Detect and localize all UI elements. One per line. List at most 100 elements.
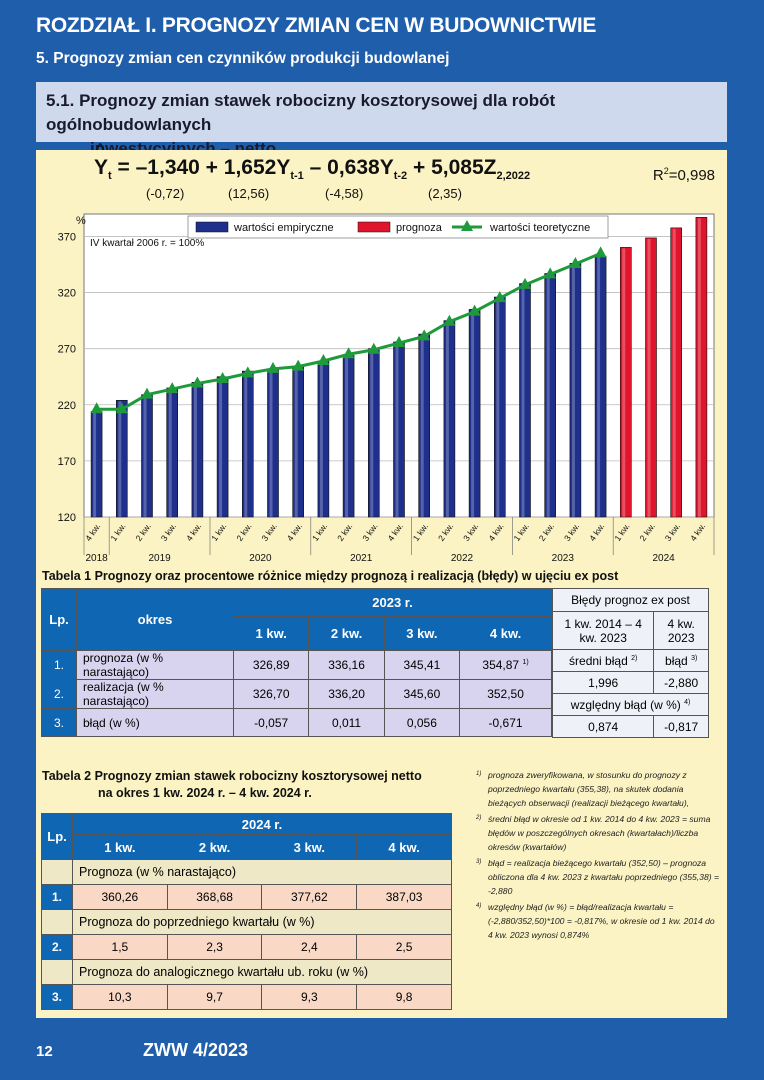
error-value: -2,880 (653, 671, 709, 694)
empirical-bar (418, 333, 431, 518)
bar-highlight (294, 367, 298, 517)
table2-caption: Tabela 2 Prognozy zmian stawek robocizny… (42, 769, 422, 800)
forecast-bar (619, 247, 632, 518)
x-tick-label: 3 kw. (360, 521, 379, 543)
empirical-bar (116, 399, 128, 518)
relative-error-label: względny błąd (w %) 4) (552, 693, 709, 716)
bar-highlight (168, 388, 172, 517)
cell: 377,62 (261, 884, 358, 910)
theoretical-marker (544, 267, 557, 279)
theoretical-marker (569, 257, 582, 269)
cell: 9,3 (261, 984, 358, 1010)
cell: 9,7 (166, 984, 263, 1010)
t1-lp-header: Lp. (41, 588, 77, 651)
cell: 0,056 (383, 708, 461, 737)
legend-label: wartości empiryczne (233, 222, 334, 234)
x-tick-label: 4 kw. (688, 521, 707, 543)
x-tick-label: 2 kw. (234, 521, 253, 543)
table-row: 2. realizacja (w % narastająco) 326,70 3… (41, 679, 552, 709)
errors-col2: 4 kw. 2023 (653, 611, 709, 650)
x-tick-label: 1 kw. (310, 521, 329, 543)
year-label: 2024 (652, 553, 675, 564)
row-label: błąd (w %) (76, 708, 234, 737)
mean-error-label: średni błąd 2) (551, 649, 655, 672)
row-number: 2. (41, 679, 77, 709)
publication-name: ZWW 4/2023 (143, 1040, 249, 1060)
legend-box (187, 215, 609, 239)
x-tick-label: 3 kw. (159, 521, 178, 543)
year-label: 2022 (451, 553, 474, 564)
t2-quarter-header: 3 kw. (261, 834, 358, 860)
row-number: 2. (41, 934, 73, 960)
x-tick-label: 2 kw. (638, 521, 657, 543)
regression-equation: Yt = –1,340 + 1,652Yt-1 – 0,638Yt-2 + 5,… (94, 140, 530, 182)
empirical-bar (90, 411, 103, 518)
empirical-bar (242, 370, 254, 518)
y-axis-label: % (76, 215, 86, 227)
theoretical-marker (493, 291, 506, 303)
theoretical-marker (267, 361, 279, 373)
bar-highlight (672, 228, 676, 517)
errors-title: Błędy prognoz ex post (552, 588, 709, 612)
empirical-bar (367, 348, 380, 518)
content-panel: Yt = –1,340 + 1,652Yt-1 – 0,638Yt-2 + 5,… (36, 140, 727, 1018)
theoretical-marker (468, 304, 481, 316)
empirical-bar (141, 394, 153, 518)
legend-label: prognoza (396, 222, 443, 234)
legend-swatch (195, 221, 229, 233)
empirical-bar (468, 309, 481, 518)
bar-highlight (471, 310, 475, 517)
empirical-bar (317, 360, 330, 518)
y-tick-label: 120 (58, 512, 76, 524)
x-tick-label: 3 kw. (461, 521, 480, 543)
cell: 352,50 (459, 679, 552, 709)
legend-label: wartości teoretyczne (489, 222, 590, 234)
t-stat-4: (2,35) (428, 186, 462, 201)
cell: 360,26 (72, 884, 168, 910)
row-number: 1. (41, 884, 73, 910)
x-tick-label: 3 kw. (663, 521, 682, 543)
theoretical-marker (292, 359, 305, 371)
page-number: 12 (36, 1043, 53, 1060)
bar-highlight (370, 349, 374, 517)
group-title: Prognoza (w % narastająco) (72, 859, 452, 885)
x-tick-label: 2 kw. (335, 521, 354, 543)
cell: -0,057 (232, 708, 310, 737)
cell: 1,5 (72, 934, 168, 960)
x-tick-label: 2 kw. (436, 521, 455, 543)
row-label: prognoza (w % narastająco) (76, 650, 234, 680)
theoretical-marker (342, 347, 355, 359)
bar-highlight (345, 356, 349, 517)
x-tick-label: 4 kw. (486, 521, 505, 543)
t1-okres-header: okres (76, 588, 234, 651)
bar-highlight (193, 383, 197, 517)
bar-highlight (244, 372, 248, 517)
theoretical-marker (443, 314, 456, 326)
x-tick-label: 2 kw. (134, 521, 153, 543)
x-tick-label: 1 kw. (209, 521, 228, 543)
r-squared: R2=0,998 (652, 166, 715, 184)
footnote: 3) błąd = realizacja bieżącego kwartału (… (476, 858, 719, 896)
year-label: 2021 (350, 553, 373, 564)
empirical-bar (267, 368, 279, 518)
bar-highlight (697, 218, 701, 517)
cell: 2,5 (356, 934, 452, 960)
x-tick-label: 4 kw. (184, 521, 203, 543)
spacer-cell (41, 859, 73, 885)
empirical-bar (292, 366, 304, 518)
cell: -0,671 (459, 708, 552, 737)
bar-highlight (445, 321, 449, 517)
t-stat-2: (12,56) (228, 186, 270, 201)
bar-highlight (319, 362, 323, 517)
bar-highlight (219, 377, 223, 517)
chart: 120 170 220 270 320 370% IV kwartał 2006 r. = … (42, 210, 718, 565)
group-title: Prognoza do analogicznego kwartału ub. r… (72, 959, 452, 985)
theoretical-marker (141, 387, 153, 399)
bar-highlight (269, 369, 273, 517)
year-label: 2023 (552, 553, 575, 564)
chapter-title: ROZDZIAŁ I. PROGNOZY ZMIAN CEN W BUDOWNI… (36, 14, 597, 37)
table-row: 1. prognoza (w % narastająco) 326,89 336… (41, 650, 552, 680)
empirical-bar (393, 341, 405, 518)
theoretical-marker (166, 382, 179, 394)
theoretical-marker (367, 342, 380, 354)
